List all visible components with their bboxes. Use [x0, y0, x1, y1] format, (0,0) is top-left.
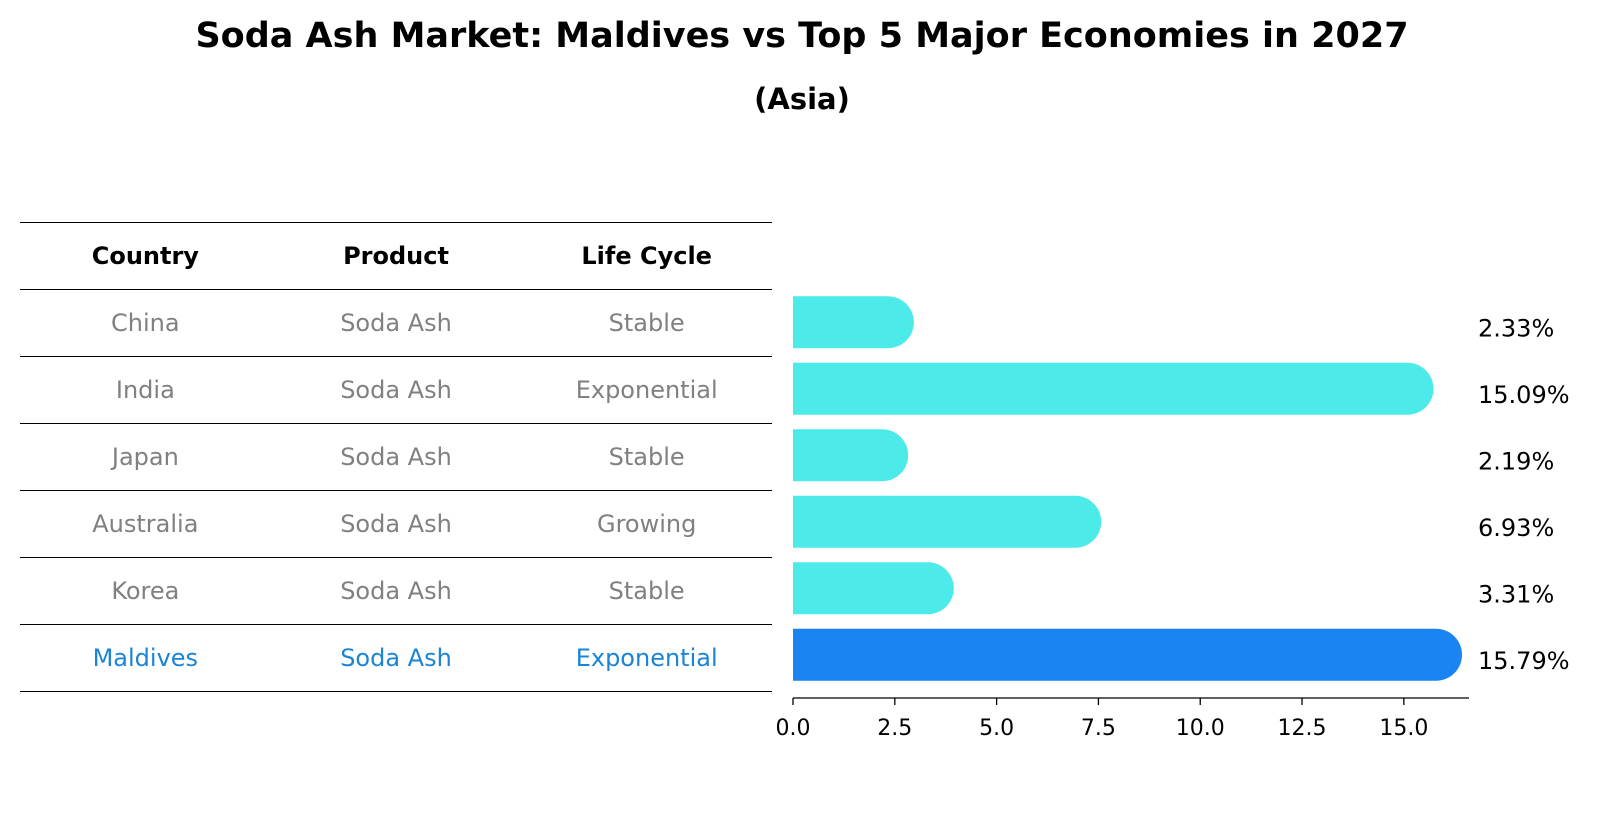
table-row: Japan Soda Ash Stable	[20, 424, 772, 491]
table-row: India Soda Ash Exponential	[20, 357, 772, 424]
table-row-highlight: Maldives Soda Ash Exponential	[20, 625, 772, 692]
cell-product: Soda Ash	[340, 577, 452, 605]
cell-country: Maldives	[92, 644, 199, 672]
cell-country: Australia	[92, 510, 199, 538]
x-tick-label: 7.5	[1081, 716, 1116, 741]
value-label-australia: 6.93%	[1478, 514, 1554, 542]
value-label-india: 15.09%	[1478, 381, 1570, 409]
cell-life-cycle: Stable	[608, 443, 685, 471]
cell-product: Soda Ash	[340, 443, 452, 471]
table-row: Korea Soda Ash Stable	[20, 558, 772, 625]
bar-maldives	[793, 628, 1463, 681]
cell-life-cycle: Growing	[596, 510, 697, 538]
value-label-maldives: 15.79%	[1478, 647, 1570, 675]
cell-life-cycle: Exponential	[575, 644, 718, 672]
chart-subtitle: (Asia)	[754, 82, 850, 116]
cell-country: India	[115, 376, 175, 404]
data-table: Country Product Life Cycle China Soda As…	[20, 222, 772, 692]
x-tick-label: 12.5	[1278, 716, 1327, 741]
cell-country: Japan	[111, 443, 179, 471]
cell-life-cycle: Stable	[608, 577, 685, 605]
cell-country: China	[111, 309, 180, 337]
bar-australia	[793, 495, 1102, 548]
value-label-china: 2.33%	[1478, 314, 1554, 342]
x-tick-label: 15.0	[1379, 716, 1428, 741]
header-life-cycle: Life Cycle	[581, 242, 712, 270]
x-tick-label: 10.0	[1176, 716, 1225, 741]
x-tick-label: 2.5	[877, 716, 912, 741]
value-label-japan: 2.19%	[1478, 447, 1554, 475]
cell-product: Soda Ash	[340, 510, 452, 538]
bar-japan	[793, 429, 909, 482]
header-product: Product	[343, 242, 449, 270]
x-tick-label: 0.0	[776, 716, 811, 741]
x-tick-label: 5.0	[979, 716, 1014, 741]
cell-product: Soda Ash	[340, 644, 452, 672]
cell-product: Soda Ash	[340, 309, 452, 337]
cell-country: Korea	[111, 577, 180, 605]
cell-life-cycle: Exponential	[575, 376, 718, 404]
header-country: Country	[91, 242, 199, 270]
bar-korea	[793, 562, 954, 615]
bar-india	[793, 362, 1434, 415]
table-row: Australia Soda Ash Growing	[20, 491, 772, 558]
bar-china	[793, 296, 914, 349]
cell-life-cycle: Stable	[608, 309, 685, 337]
chart-title: Soda Ash Market: Maldives vs Top 5 Major…	[195, 16, 1409, 56]
table-row: China Soda Ash Stable	[20, 290, 772, 357]
table-header-row: Country Product Life Cycle	[20, 223, 772, 290]
value-label-korea: 3.31%	[1478, 580, 1554, 608]
cell-product: Soda Ash	[340, 376, 452, 404]
